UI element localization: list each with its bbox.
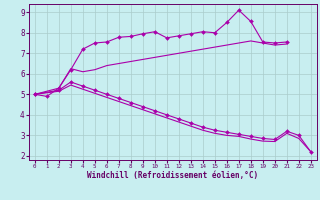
X-axis label: Windchill (Refroidissement éolien,°C): Windchill (Refroidissement éolien,°C) <box>87 171 258 180</box>
